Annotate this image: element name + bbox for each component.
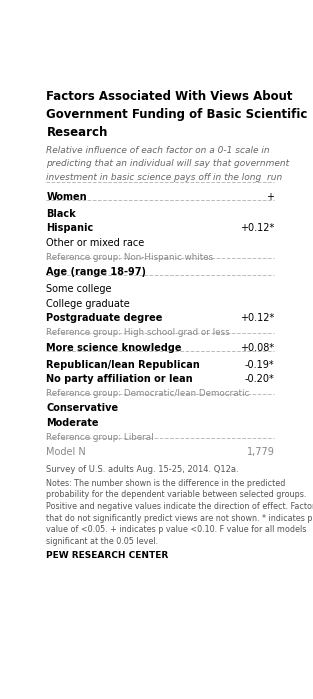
Text: Republican/lean Republican: Republican/lean Republican <box>46 360 200 370</box>
Text: Some college: Some college <box>46 284 112 294</box>
Text: value of <0.05. + indicates p value <0.10. F value for all models: value of <0.05. + indicates p value <0.1… <box>46 525 307 534</box>
Text: Notes: The number shown is the difference in the predicted: Notes: The number shown is the differenc… <box>46 479 286 488</box>
Text: Model N: Model N <box>46 447 86 457</box>
Text: PEW RESEARCH CENTER: PEW RESEARCH CENTER <box>46 551 169 560</box>
Text: -0.20*: -0.20* <box>245 374 275 384</box>
Text: Postgraduate degree: Postgraduate degree <box>46 313 163 324</box>
Text: investment in basic science pays off in the long  run: investment in basic science pays off in … <box>46 173 283 182</box>
Text: Research: Research <box>46 126 108 139</box>
Text: Positive and negative values indicate the direction of effect. Factors: Positive and negative values indicate th… <box>46 502 313 511</box>
Text: Hispanic: Hispanic <box>46 224 94 233</box>
Text: Reference group: Democratic/lean Democratic: Reference group: Democratic/lean Democra… <box>46 389 250 398</box>
Text: +0.12*: +0.12* <box>240 224 275 233</box>
Text: +0.12*: +0.12* <box>240 313 275 324</box>
Text: Black: Black <box>46 209 76 219</box>
Text: probability for the dependent variable between selected groups.: probability for the dependent variable b… <box>46 490 307 499</box>
Text: +0.08*: +0.08* <box>240 343 275 352</box>
Text: Government Funding of Basic Scientific: Government Funding of Basic Scientific <box>46 108 308 121</box>
Text: significant at the 0.05 level.: significant at the 0.05 level. <box>46 537 158 546</box>
Text: More science knowledge: More science knowledge <box>46 343 182 352</box>
Text: Other or mixed race: Other or mixed race <box>46 238 145 248</box>
Text: 1,779: 1,779 <box>247 447 275 457</box>
Text: No party affiliation or lean: No party affiliation or lean <box>46 374 193 384</box>
Text: College graduate: College graduate <box>46 299 130 309</box>
Text: +: + <box>266 192 275 202</box>
Text: Factors Associated With Views About: Factors Associated With Views About <box>46 90 293 103</box>
Text: Reference group: High school grad or less: Reference group: High school grad or les… <box>46 328 230 337</box>
Text: that do not significantly predict views are not shown. * indicates p: that do not significantly predict views … <box>46 514 313 523</box>
Text: Women: Women <box>46 192 87 202</box>
Text: Moderate: Moderate <box>46 418 99 428</box>
Text: Age (range 18-97): Age (range 18-97) <box>46 267 146 277</box>
Text: Conservative: Conservative <box>46 403 119 413</box>
Text: Reference group: Non-Hispanic whites: Reference group: Non-Hispanic whites <box>46 252 213 261</box>
Text: predicting that an individual will say that government: predicting that an individual will say t… <box>46 159 290 168</box>
Text: Survey of U.S. adults Aug. 15-25, 2014. Q12a.: Survey of U.S. adults Aug. 15-25, 2014. … <box>46 465 239 474</box>
Text: Relative influence of each factor on a 0-1 scale in: Relative influence of each factor on a 0… <box>46 146 270 154</box>
Text: Reference group: Liberal: Reference group: Liberal <box>46 433 154 442</box>
Text: -0.19*: -0.19* <box>245 360 275 370</box>
